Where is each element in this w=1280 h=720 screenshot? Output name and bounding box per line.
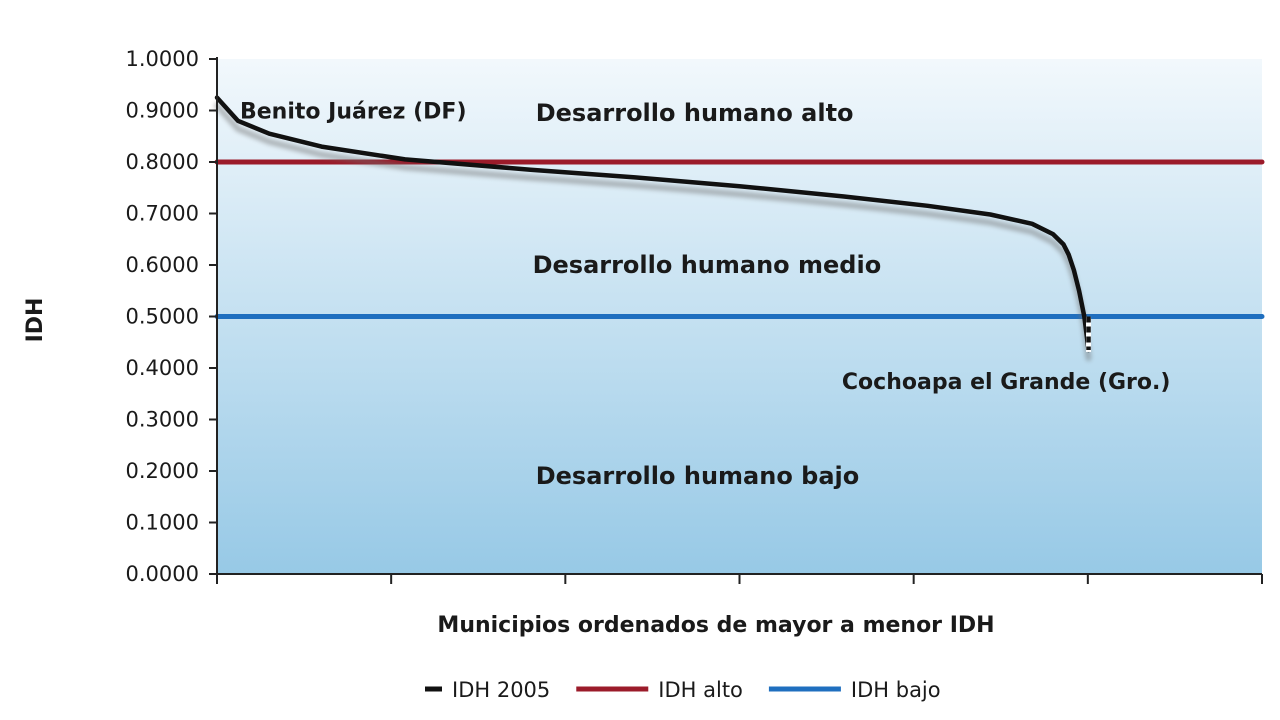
band-label: Desarrollo humano medio xyxy=(533,251,882,279)
y-tick-label: 0.9000 xyxy=(126,99,199,123)
y-tick-label: 0.0000 xyxy=(126,562,199,586)
y-tick-label: 0.8000 xyxy=(126,150,199,174)
y-tick-label: 0.5000 xyxy=(126,305,199,329)
y-tick-label: 0.3000 xyxy=(126,408,199,432)
legend-label: IDH 2005 xyxy=(452,678,550,702)
y-tick-label: 0.1000 xyxy=(126,511,199,535)
point-annotation: Benito Juárez (DF) xyxy=(240,100,467,125)
y-axis-title: IDH xyxy=(23,298,48,343)
y-tick-label: 1.0000 xyxy=(126,47,199,71)
y-tick-label: 0.2000 xyxy=(126,459,199,483)
y-tick-label: 0.6000 xyxy=(126,253,199,277)
legend-label: IDH bajo xyxy=(851,678,941,702)
y-tick-label: 0.4000 xyxy=(126,356,199,380)
y-tick-label: 0.7000 xyxy=(126,202,199,226)
series-idh-2005 xyxy=(214,95,1091,353)
legend-label: IDH alto xyxy=(658,678,743,702)
x-axis-title: Municipios ordenados de mayor a menor ID… xyxy=(437,613,994,638)
band-label: Desarrollo humano bajo xyxy=(536,462,860,490)
legend: IDH 2005 IDH alto IDH bajo xyxy=(425,678,941,702)
point-annotation: Cochoapa el Grande (Gro.) xyxy=(842,370,1171,395)
band-label: Desarrollo humano alto xyxy=(536,99,854,127)
